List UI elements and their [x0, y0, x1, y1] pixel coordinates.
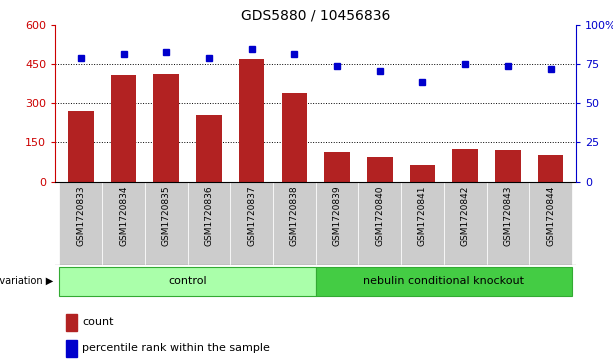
Text: GSM1720844: GSM1720844: [546, 186, 555, 246]
Bar: [59, 266, 316, 296]
Text: GSM1720839: GSM1720839: [332, 186, 341, 246]
Bar: [324, 152, 350, 182]
Text: GSM1720838: GSM1720838: [290, 186, 299, 246]
Bar: [444, 182, 487, 265]
Bar: [145, 182, 188, 265]
Bar: [359, 182, 401, 265]
Text: control: control: [168, 276, 207, 286]
Bar: [538, 155, 563, 182]
Bar: [316, 266, 572, 296]
Bar: [239, 59, 264, 182]
Bar: [452, 149, 478, 182]
Bar: [281, 93, 307, 182]
Bar: [487, 182, 529, 265]
Text: GSM1720837: GSM1720837: [247, 186, 256, 246]
Bar: [367, 157, 392, 182]
Bar: [230, 182, 273, 265]
Bar: [188, 182, 230, 265]
Text: genotype/variation ▶: genotype/variation ▶: [0, 276, 53, 286]
Text: GSM1720835: GSM1720835: [162, 186, 170, 246]
Text: GSM1720842: GSM1720842: [461, 186, 470, 246]
Text: GSM1720843: GSM1720843: [503, 186, 512, 246]
Title: GDS5880 / 10456836: GDS5880 / 10456836: [241, 9, 390, 23]
Bar: [68, 111, 94, 182]
Bar: [59, 182, 102, 265]
Text: GSM1720834: GSM1720834: [119, 186, 128, 246]
Text: GSM1720833: GSM1720833: [76, 186, 85, 246]
Bar: [401, 182, 444, 265]
Text: count: count: [82, 317, 114, 327]
Bar: [111, 75, 136, 182]
Bar: [273, 182, 316, 265]
Text: GSM1720840: GSM1720840: [375, 186, 384, 246]
Bar: [529, 182, 572, 265]
Text: GSM1720836: GSM1720836: [204, 186, 213, 246]
Text: nebulin conditional knockout: nebulin conditional knockout: [364, 276, 524, 286]
Bar: [409, 164, 435, 182]
Bar: [316, 182, 359, 265]
Bar: [102, 182, 145, 265]
Bar: [66, 314, 77, 331]
Bar: [66, 340, 77, 357]
Text: GSM1720841: GSM1720841: [418, 186, 427, 246]
Bar: [495, 150, 520, 182]
Text: percentile rank within the sample: percentile rank within the sample: [82, 343, 270, 354]
Bar: [153, 74, 179, 182]
Bar: [196, 115, 222, 182]
